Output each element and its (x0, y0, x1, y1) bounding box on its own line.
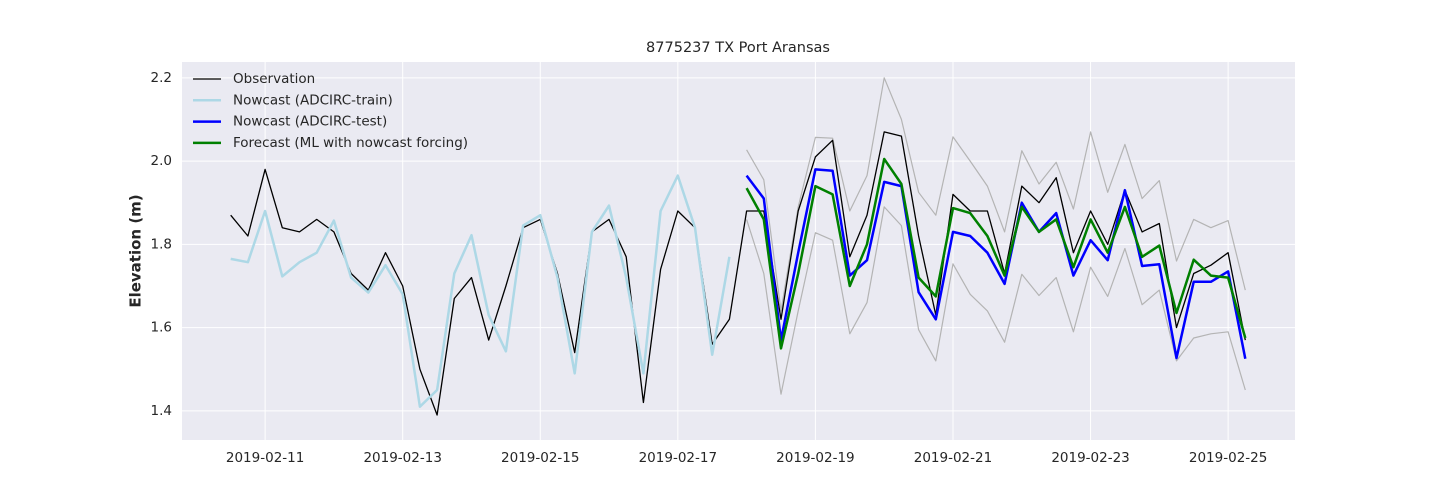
y-tick-label: 1.4 (151, 403, 172, 419)
y-tick-label: 1.6 (151, 320, 172, 336)
x-tick-label: 2019-02-13 (363, 450, 441, 466)
grid (182, 62, 1295, 440)
series-line (230, 174, 731, 408)
chart-title: 8775237 TX Port Aransas (646, 40, 830, 56)
x-tick-label: 2019-02-23 (1051, 450, 1129, 466)
y-axis-label: Elevation (m) (127, 194, 145, 307)
series-line (745, 168, 1247, 360)
x-tick-label: 2019-02-19 (776, 450, 854, 466)
x-tick-label: 2019-02-25 (1189, 450, 1267, 466)
x-tick-label: 2019-02-21 (914, 450, 992, 466)
range-line (746, 206, 1246, 395)
y-tick-label: 2.2 (151, 70, 172, 86)
lines (230, 77, 1247, 416)
x-tick-label: 2019-02-17 (639, 450, 717, 466)
legend-label: Nowcast (ADCIRC-train) (233, 92, 393, 108)
x-tick-label: 2019-02-11 (226, 450, 304, 466)
series-line (745, 157, 1247, 350)
range-line (746, 77, 1246, 312)
y-tick-label: 2.0 (151, 153, 172, 169)
series-line (230, 131, 1246, 416)
legend-label: Forecast (ML with nowcast forcing) (233, 135, 468, 151)
legend-label: Observation (233, 71, 315, 87)
legend: Observation Nowcast (ADCIRC-train) Nowcast… (193, 71, 468, 151)
legend-label: Nowcast (ADCIRC-test) (233, 114, 387, 130)
y-tick-label: 1.8 (151, 236, 172, 252)
x-tick-label: 2019-02-15 (501, 450, 579, 466)
